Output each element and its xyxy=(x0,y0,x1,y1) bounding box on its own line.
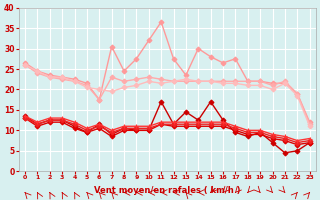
X-axis label: Vent moyen/en rafales ( km/h ): Vent moyen/en rafales ( km/h ) xyxy=(94,186,241,195)
